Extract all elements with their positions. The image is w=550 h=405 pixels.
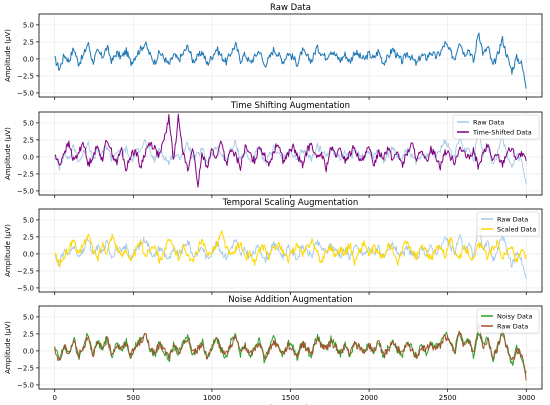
series-line-2 bbox=[54, 113, 527, 188]
y-tick-label: −2.5 bbox=[17, 267, 34, 275]
legend-box bbox=[476, 211, 540, 237]
y-tick-label: −5.0 bbox=[17, 89, 34, 97]
legend-box bbox=[452, 114, 540, 140]
series-line-2 bbox=[54, 229, 527, 268]
legend-label: Noisy Data bbox=[497, 313, 532, 321]
series-line-1 bbox=[54, 32, 527, 89]
y-tick-label: −5.0 bbox=[17, 187, 34, 195]
x-tick-label: 1500 bbox=[282, 394, 300, 402]
y-axis-label: Amplitude (µV) bbox=[4, 127, 12, 180]
y-tick-label: 2.5 bbox=[23, 136, 34, 144]
y-tick-label: 5.0 bbox=[23, 313, 34, 321]
x-tick-label: 2500 bbox=[439, 394, 457, 402]
panel-3: −5.0 −2.5 0.0 2.5 5.0 Temporal Scaling Augmen… bbox=[4, 198, 543, 295]
panel-title: Noise Addition Augmentation bbox=[228, 295, 352, 305]
x-tick-label: 500 bbox=[127, 394, 140, 402]
x-tick-label: 0 bbox=[52, 394, 56, 402]
y-tick-label: −2.5 bbox=[17, 170, 34, 178]
y-tick-label: 5.0 bbox=[23, 21, 34, 29]
series-line-2 bbox=[54, 323, 527, 381]
x-tick-label: 1000 bbox=[203, 394, 221, 402]
y-tick-label: 5.0 bbox=[23, 119, 34, 127]
y-axis-label: Amplitude (µV) bbox=[4, 29, 12, 82]
legend-box bbox=[476, 308, 540, 334]
y-tick-label: 2.5 bbox=[23, 38, 34, 46]
legend-label: Time-Shifted Data bbox=[472, 129, 532, 137]
y-axis-label: Amplitude (µV) bbox=[4, 321, 12, 374]
panel-2: −5.0 −2.5 0.0 2.5 5.0 Time Shifting Augmentat… bbox=[4, 101, 543, 198]
y-tick-label: −5.0 bbox=[17, 284, 34, 292]
legend-label: Raw Data bbox=[473, 119, 504, 127]
panel-4: −5.0 −2.5 0.0 2.5 5.0 0 500 1000 1500 2000 2500 300… bbox=[4, 295, 543, 405]
y-tick-label: 5.0 bbox=[23, 216, 34, 224]
y-tick-label: 2.5 bbox=[23, 233, 34, 241]
x-tick-label: 2000 bbox=[360, 394, 378, 402]
y-tick-label: 2.5 bbox=[23, 330, 34, 338]
y-tick-label: 0.0 bbox=[23, 55, 34, 63]
x-tick-label: 3000 bbox=[517, 394, 535, 402]
y-tick-label: 0.0 bbox=[23, 153, 34, 161]
legend-label: Raw Data bbox=[497, 216, 528, 224]
y-tick-label: −2.5 bbox=[17, 364, 34, 372]
y-axis-label: Amplitude (µV) bbox=[4, 224, 12, 277]
y-tick-label: −2.5 bbox=[17, 72, 34, 80]
panel-title: Time Shifting Augmentation bbox=[230, 101, 350, 111]
legend-label: Scaled Data bbox=[497, 226, 536, 234]
panel-title: Temporal Scaling Augmentation bbox=[222, 198, 358, 208]
y-tick-label: 0.0 bbox=[23, 250, 34, 258]
panel-title: Raw Data bbox=[270, 3, 311, 13]
legend-label: Raw Data bbox=[497, 323, 528, 331]
panel-1: −5.0 −2.5 0.0 2.5 5.0 Raw Data Amplitude (µV) bbox=[4, 3, 543, 100]
y-tick-label: 0.0 bbox=[23, 347, 34, 355]
y-tick-label: −5.0 bbox=[17, 381, 34, 389]
